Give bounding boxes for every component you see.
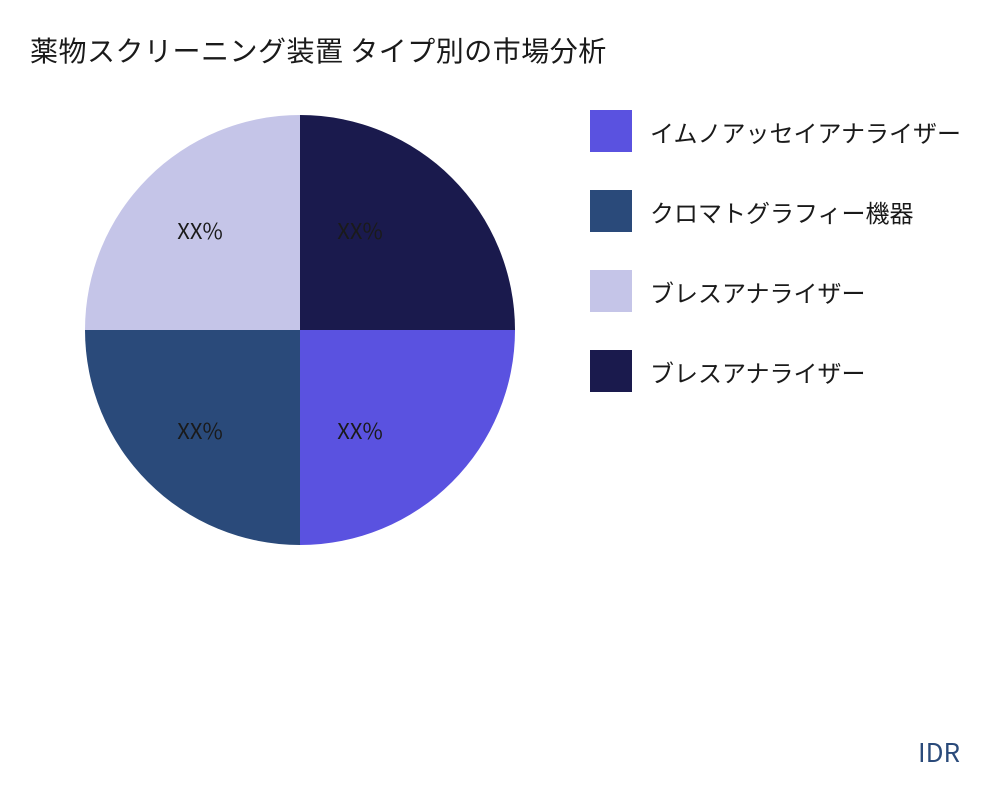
legend-item: ブレスアナライザー: [590, 350, 961, 392]
legend: イムノアッセイアナライザークロマトグラフィー機器ブレスアナライザーブレスアナライ…: [590, 110, 961, 392]
chart-title: 薬物スクリーニング装置 タイプ別の市場分析: [30, 30, 607, 70]
slice-label: XX%: [337, 414, 382, 446]
footer-label: IDR: [918, 733, 960, 770]
pie-svg: [80, 110, 520, 550]
legend-label: クロマトグラフィー機器: [650, 194, 914, 229]
legend-swatch: [590, 190, 632, 232]
legend-label: ブレスアナライザー: [650, 274, 866, 309]
legend-label: イムノアッセイアナライザー: [650, 114, 961, 149]
legend-swatch: [590, 110, 632, 152]
slice-label: XX%: [177, 214, 222, 246]
legend-swatch: [590, 350, 632, 392]
legend-item: イムノアッセイアナライザー: [590, 110, 961, 152]
pie-slice: [300, 115, 515, 330]
legend-item: クロマトグラフィー機器: [590, 190, 961, 232]
slice-label: XX%: [177, 414, 222, 446]
pie-slice: [300, 330, 515, 545]
legend-item: ブレスアナライザー: [590, 270, 961, 312]
slice-label: XX%: [337, 214, 382, 246]
pie-chart: XX% XX% XX% XX%: [80, 110, 520, 550]
legend-swatch: [590, 270, 632, 312]
legend-label: ブレスアナライザー: [650, 354, 866, 389]
